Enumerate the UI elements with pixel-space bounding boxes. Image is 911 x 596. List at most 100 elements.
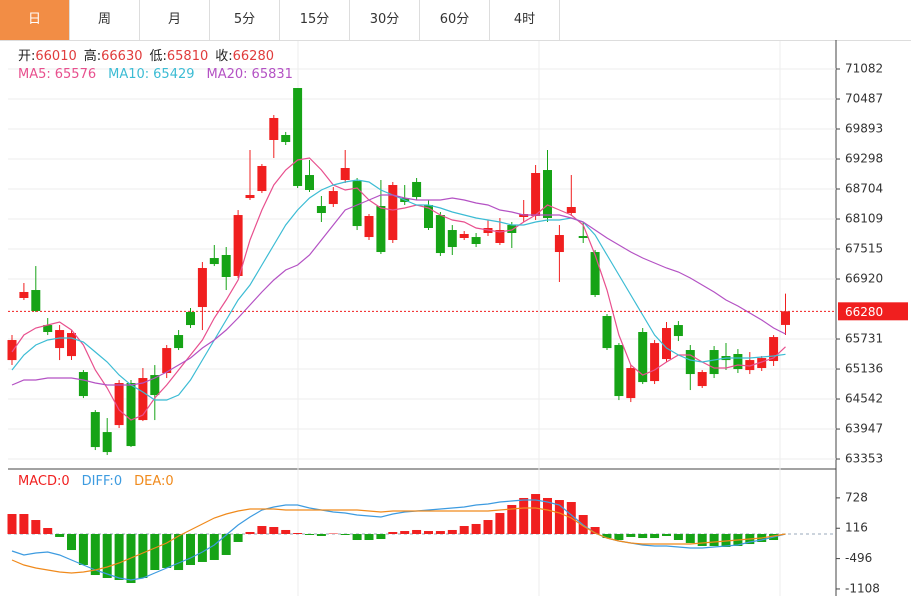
macd-bar (257, 526, 267, 534)
macd-bar (388, 532, 398, 534)
macd-bar (650, 534, 660, 539)
macd-bar (352, 534, 362, 541)
candle-body (781, 311, 790, 325)
macd-bar (519, 497, 529, 534)
macd-bar (316, 534, 326, 536)
candle-body (650, 343, 660, 382)
candle-body (531, 172, 541, 216)
macd-line (11, 499, 786, 581)
macd-bar (102, 534, 112, 578)
macd-bar (614, 534, 624, 541)
candle-body (293, 88, 303, 187)
legend-value: 0 (61, 474, 69, 489)
ohlc-value: 65810 (167, 49, 208, 64)
macd-bar (554, 500, 564, 534)
macd-bar (7, 514, 17, 534)
candle-body (769, 337, 779, 362)
macd-bar (662, 534, 671, 536)
period-tabs: 日周月 5分 15分 30分 60分 4时 (0, 0, 911, 41)
period-tab[interactable]: 60分 (420, 0, 490, 40)
ohlc-label: 开: (18, 49, 35, 64)
period-tab[interactable]: 月 (140, 0, 210, 40)
macd-line (11, 507, 786, 574)
y-tick-label: 71082 (845, 61, 883, 75)
macd-bar (281, 529, 291, 534)
macd-bar (78, 534, 88, 565)
candle-body (554, 235, 564, 253)
candle-body (578, 236, 588, 238)
macd-bar (602, 534, 612, 539)
y-tick-label: 69893 (845, 121, 883, 135)
y-tick-label: 728 (845, 490, 868, 504)
period-tab[interactable]: 15分 (280, 0, 350, 40)
macd-legend: MACD:0 DIFF:0 DEA:0 (18, 474, 174, 489)
period-tab[interactable]: 4时 (490, 0, 560, 40)
current-price-box (838, 302, 908, 321)
macd-bar (43, 527, 53, 534)
candle-body (221, 255, 231, 278)
candle-body (19, 291, 29, 298)
candle-body (638, 332, 648, 383)
candle-body (495, 230, 505, 243)
macd-bar (209, 534, 219, 560)
period-tab[interactable]: 5分 (210, 0, 280, 40)
macd-bar (626, 534, 636, 537)
macd-bar (269, 527, 279, 534)
candle-body (316, 206, 326, 214)
candle-body (340, 168, 350, 181)
candle-body (471, 237, 481, 244)
candle-body (257, 165, 267, 192)
ohlc-label: 低: (150, 49, 167, 64)
legend-name: MA20: (207, 67, 248, 82)
candle-body (281, 135, 291, 143)
candle-body (447, 230, 457, 248)
macd-bar (412, 529, 422, 534)
period-tab[interactable]: 30分 (350, 0, 420, 40)
candle-body (138, 378, 148, 421)
candle-body (685, 350, 695, 375)
macd-bar (340, 534, 350, 535)
macd-bar (543, 497, 552, 534)
macd-bar (483, 520, 493, 534)
ma-line (11, 179, 786, 401)
legend-name: MA10: (108, 67, 149, 82)
candle-body (412, 181, 422, 198)
y-tick-label: -496 (845, 551, 872, 565)
macd-bar (19, 514, 29, 534)
macd-bar (90, 534, 100, 576)
candle-body (162, 348, 172, 374)
macd-bar (293, 533, 303, 534)
candle-body (435, 215, 445, 254)
y-tick-label: 63947 (845, 422, 883, 436)
ma-line (11, 194, 786, 386)
candle-body (150, 375, 160, 396)
macd-bar (590, 527, 600, 534)
y-tick-label: 68704 (845, 181, 883, 195)
candle-body (55, 330, 65, 349)
candle-body (174, 335, 184, 349)
macd-bar (186, 534, 195, 565)
period-tab[interactable]: 日 (0, 0, 70, 40)
y-tick-label: -1108 (845, 581, 880, 595)
y-tick-label: 67515 (845, 241, 883, 255)
legend-name: DEA: (134, 474, 165, 489)
candle-body (590, 252, 600, 296)
legend-value: 0 (114, 474, 122, 489)
period-tab[interactable]: 周 (70, 0, 140, 40)
candle-body (7, 340, 17, 361)
macd-bar (638, 534, 648, 539)
candle-body (328, 191, 338, 205)
legend-name: DIFF: (82, 474, 114, 489)
candle-body (43, 325, 53, 333)
macd-bar (31, 520, 41, 534)
macd-bar (150, 534, 160, 571)
candle-body (757, 358, 767, 369)
candle-body (352, 181, 362, 227)
macd-bar (67, 534, 76, 551)
candle-body (31, 290, 41, 312)
candle-body (673, 325, 683, 337)
candle-body (662, 328, 671, 360)
ohlc-label: 高: (84, 48, 101, 64)
macd-bar (531, 494, 541, 534)
